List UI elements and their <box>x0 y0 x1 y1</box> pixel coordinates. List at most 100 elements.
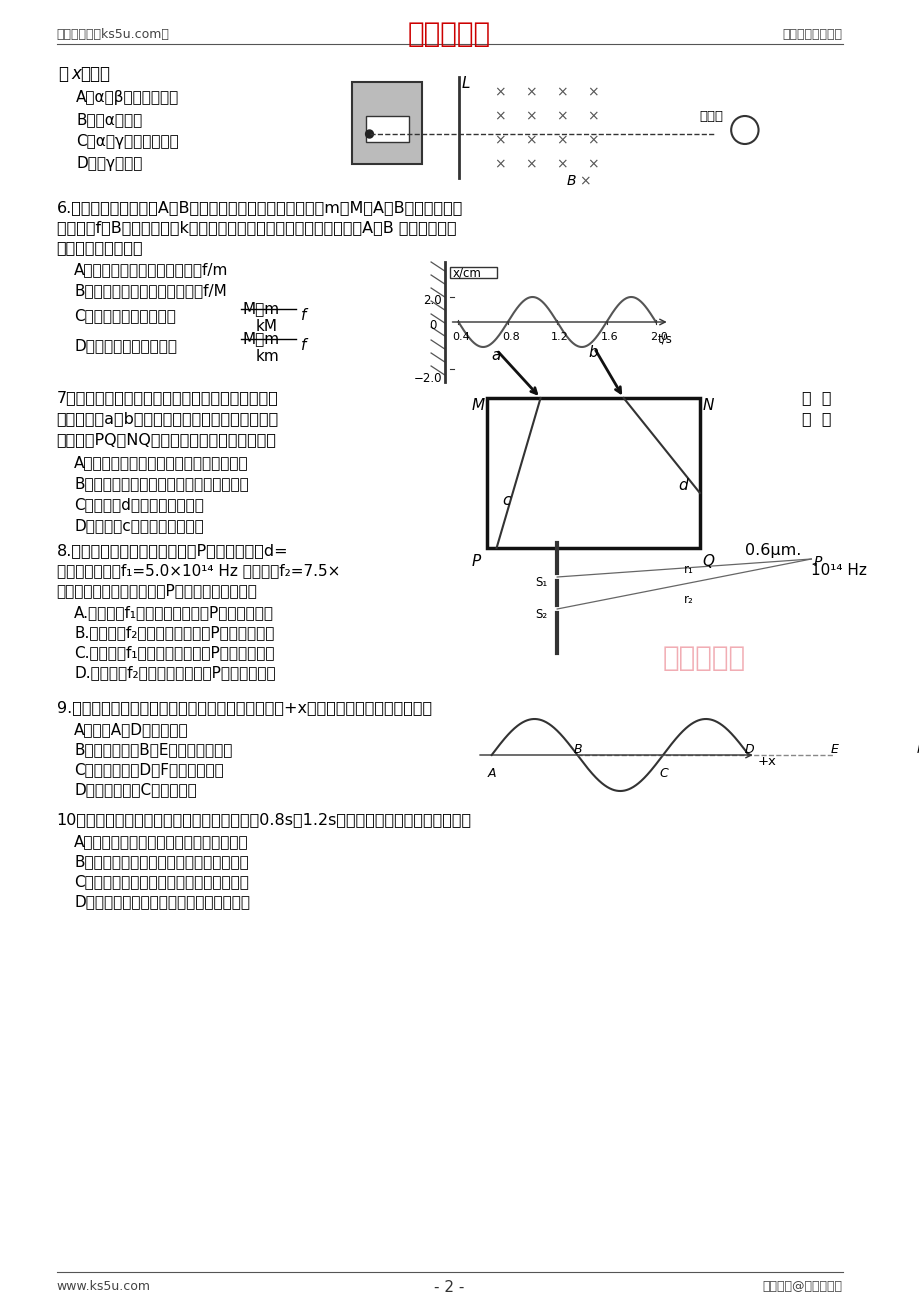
Text: B．质点的动能逐渐增大，加速度逐渐减小: B．质点的动能逐渐增大，加速度逐渐减小 <box>74 854 249 868</box>
Text: 1.2: 1.2 <box>550 332 569 342</box>
Text: 高考资源网: 高考资源网 <box>662 644 744 672</box>
Text: ×: × <box>556 133 567 147</box>
Text: km: km <box>255 349 278 365</box>
Text: f: f <box>301 309 306 323</box>
Text: Q: Q <box>702 553 714 569</box>
Text: ×: × <box>494 85 505 99</box>
Text: B．纯α放射源: B．纯α放射源 <box>76 112 142 128</box>
Circle shape <box>365 130 373 138</box>
Text: ×: × <box>525 133 536 147</box>
Text: f: f <box>301 339 306 353</box>
Text: A.用频率为f₁的单色光照射时，P点出现明条纹: A.用频率为f₁的单色光照射时，P点出现明条纹 <box>74 605 274 620</box>
Text: 若分别用频率为f₁=5.0×10¹⁴ Hz 和频率为f₂=7.5×: 若分别用频率为f₁=5.0×10¹⁴ Hz 和频率为f₂=7.5× <box>57 562 340 578</box>
Text: −2.0: −2.0 <box>413 372 441 385</box>
Text: 10¹⁴ Hz: 10¹⁴ Hz <box>811 562 867 578</box>
Text: N: N <box>702 398 713 413</box>
Text: 9.如图所示为某一时刻的波形曲线，波的传播方向沿+x方向，下列说法中不正确的是: 9.如图所示为某一时刻的波形曲线，波的传播方向沿+x方向，下列说法中不正确的是 <box>57 700 431 715</box>
Text: A．α和β的混合放射源: A．α和β的混合放射源 <box>76 90 179 105</box>
Text: c: c <box>502 493 510 508</box>
Circle shape <box>731 116 758 145</box>
Text: ×: × <box>525 109 536 122</box>
Text: - 2 -: - 2 - <box>434 1280 464 1295</box>
Text: +x: +x <box>756 755 776 768</box>
Text: C．α和γ的混合放射源: C．α和γ的混合放射源 <box>76 134 179 148</box>
Text: b: b <box>588 345 597 359</box>
Text: 6.如图，两长方体木块A和B叠在光滑水平面上，质量分别为m和M，A与B之间的最大静: 6.如图，两长方体木块A和B叠在光滑水平面上，质量分别为m和M，A与B之间的最大… <box>57 201 462 215</box>
Text: ×: × <box>587 109 598 122</box>
Text: x: x <box>72 65 81 83</box>
Text: D.用频率为f₂的单色光照射时，P点出现暗条纹: D.用频率为f₂的单色光照射时，P点出现暗条纹 <box>74 665 276 680</box>
Text: ×: × <box>494 158 505 171</box>
Text: 可能是: 可能是 <box>80 65 110 83</box>
Text: P: P <box>812 555 821 569</box>
Text: ×: × <box>525 85 536 99</box>
Text: E: E <box>830 743 837 756</box>
Text: 您身边的高考专家: 您身边的高考专家 <box>782 29 842 40</box>
Text: C．折射光d可能会发生全反射: C．折射光d可能会发生全反射 <box>74 497 204 512</box>
Text: D．纯γ放射源: D．纯γ放射源 <box>76 156 142 171</box>
Text: D．质点的动能逐渐减小，加速度逐渐增大: D．质点的动能逐渐减小，加速度逐渐增大 <box>74 894 250 909</box>
Text: ×: × <box>578 174 590 187</box>
Text: A．两束折射光都可以在界面上发生全反射: A．两束折射光都可以在界面上发生全反射 <box>74 454 249 470</box>
Text: 的单色光垂直照射双缝，则P点出现条纹的情况是: 的单色光垂直照射双缝，则P点出现条纹的情况是 <box>57 583 257 598</box>
Text: B: B <box>573 743 582 756</box>
Text: 0: 0 <box>429 319 437 332</box>
Text: 高考资源网: 高考资源网 <box>408 20 491 48</box>
Text: 高考资源网（ks5u.com）: 高考资源网（ks5u.com） <box>57 29 169 40</box>
Text: 不发生相对滑动，则: 不发生相对滑动，则 <box>57 240 143 255</box>
Text: ×: × <box>525 158 536 171</box>
Text: 8.在双缝实验中，双缝到光屏上P点的距离之差d=: 8.在双缝实验中，双缝到光屏上P点的距离之差d= <box>57 543 288 559</box>
Text: 2.0: 2.0 <box>650 332 667 342</box>
Text: B: B <box>566 174 576 187</box>
Text: 2.0: 2.0 <box>423 294 441 307</box>
Text: C．该时刻质点D、F的加速度为零: C．该时刻质点D、F的加速度为零 <box>74 762 224 777</box>
Bar <box>365 116 408 142</box>
Text: a: a <box>491 348 501 363</box>
Text: C: C <box>658 767 667 780</box>
Text: ×: × <box>556 158 567 171</box>
Text: x/cm: x/cm <box>452 267 481 280</box>
Text: 则: 则 <box>59 65 69 83</box>
Text: D．折射光c可能会发生全反射: D．折射光c可能会发生全反射 <box>74 518 204 533</box>
Text: D: D <box>744 743 754 756</box>
Text: P: P <box>471 553 480 569</box>
Bar <box>352 82 422 164</box>
Text: 计数器: 计数器 <box>698 109 722 122</box>
Text: C.用频率为f₁的单色光照射时，P点出现暗条纹: C.用频率为f₁的单色光照射时，P点出现暗条纹 <box>74 644 275 660</box>
Text: M＋m: M＋m <box>243 331 279 346</box>
Text: r₁: r₁ <box>684 562 693 575</box>
Text: 0.4: 0.4 <box>452 332 470 342</box>
Text: 0.8: 0.8 <box>502 332 519 342</box>
Text: 版权所有@高考资源网: 版权所有@高考资源网 <box>762 1280 842 1293</box>
Text: www.ks5u.com: www.ks5u.com <box>57 1280 151 1293</box>
Text: C．质点的动能逐渐增大，加速度逐渐增大: C．质点的动能逐渐增大，加速度逐渐增大 <box>74 874 249 889</box>
Text: ×: × <box>587 158 598 171</box>
Text: r₂: r₂ <box>684 592 693 605</box>
Text: d: d <box>677 478 687 493</box>
Text: 同  的: 同 的 <box>800 391 830 405</box>
Text: 0.6μm.: 0.6μm. <box>744 543 800 559</box>
Text: A．质点A、D的振幅相等: A．质点A、D的振幅相等 <box>74 723 188 737</box>
Text: ×: × <box>494 133 505 147</box>
Text: L: L <box>461 76 470 91</box>
Text: B．该时刻质点B、E的速度大小相等: B．该时刻质点B、E的速度大小相等 <box>74 742 233 756</box>
Text: A．质点的动能逐渐减小，加速度逐渐减小: A．质点的动能逐渐减小，加速度逐渐减小 <box>74 835 249 849</box>
Bar <box>486 398 699 548</box>
Text: A．它们的最大加速度不能大于f/m: A．它们的最大加速度不能大于f/m <box>74 262 229 277</box>
Text: M＋m: M＋m <box>243 301 279 316</box>
Text: ×: × <box>587 85 598 99</box>
Text: 7．一矩形玻璃砖放置在空气中，如图所示，两束相: 7．一矩形玻璃砖放置在空气中，如图所示，两束相 <box>57 391 278 405</box>
Text: S₁: S₁ <box>535 575 548 589</box>
Text: ×: × <box>587 133 598 147</box>
Text: B．两束折射光都不会在界面上发生全反射: B．两束折射光都不会在界面上发生全反射 <box>74 477 249 491</box>
Text: B.用频率为f₂的单色光照射时，P点出现明条纹: B.用频率为f₂的单色光照射时，P点出现明条纹 <box>74 625 275 641</box>
Text: D．它们的振幅不能大于: D．它们的振幅不能大于 <box>74 339 177 353</box>
Text: S₂: S₂ <box>535 608 547 621</box>
Text: 10．质点做简谐运动的振动图像如图所示，在0.8s到1.2s这段时间内，下列说法正确的是: 10．质点做简谐运动的振动图像如图所示，在0.8s到1.2s这段时间内，下列说法… <box>57 812 471 827</box>
Text: B．它们的最大加速度不能大于f/M: B．它们的最大加速度不能大于f/M <box>74 283 227 298</box>
Text: ×: × <box>556 109 567 122</box>
Text: F: F <box>915 743 919 756</box>
Text: 后  分: 后 分 <box>800 411 830 426</box>
Text: C．它们的振幅不能大于: C．它们的振幅不能大于 <box>74 309 176 323</box>
Text: 1.6: 1.6 <box>600 332 618 342</box>
